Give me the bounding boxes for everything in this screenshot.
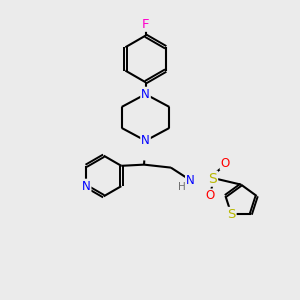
Text: S: S	[227, 208, 236, 221]
Text: N: N	[82, 180, 91, 193]
Text: N: N	[141, 134, 150, 147]
Text: F: F	[142, 18, 149, 31]
Text: S: S	[208, 172, 217, 186]
Text: H: H	[178, 182, 186, 192]
Text: N: N	[186, 174, 195, 187]
Text: O: O	[206, 190, 215, 202]
Text: N: N	[141, 88, 150, 101]
Text: O: O	[220, 157, 230, 169]
